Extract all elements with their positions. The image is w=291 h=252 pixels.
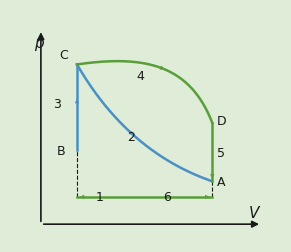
Text: p: p: [34, 36, 43, 51]
Text: 3: 3: [53, 98, 61, 110]
Text: 4: 4: [136, 70, 144, 83]
Text: D: D: [217, 115, 226, 128]
Text: A: A: [217, 175, 225, 188]
Text: 5: 5: [217, 146, 225, 159]
Text: 1: 1: [95, 190, 104, 203]
Text: V: V: [249, 205, 260, 220]
Text: B: B: [57, 144, 66, 157]
Text: 2: 2: [127, 131, 135, 144]
Text: C: C: [59, 48, 68, 61]
Text: 6: 6: [163, 190, 171, 203]
